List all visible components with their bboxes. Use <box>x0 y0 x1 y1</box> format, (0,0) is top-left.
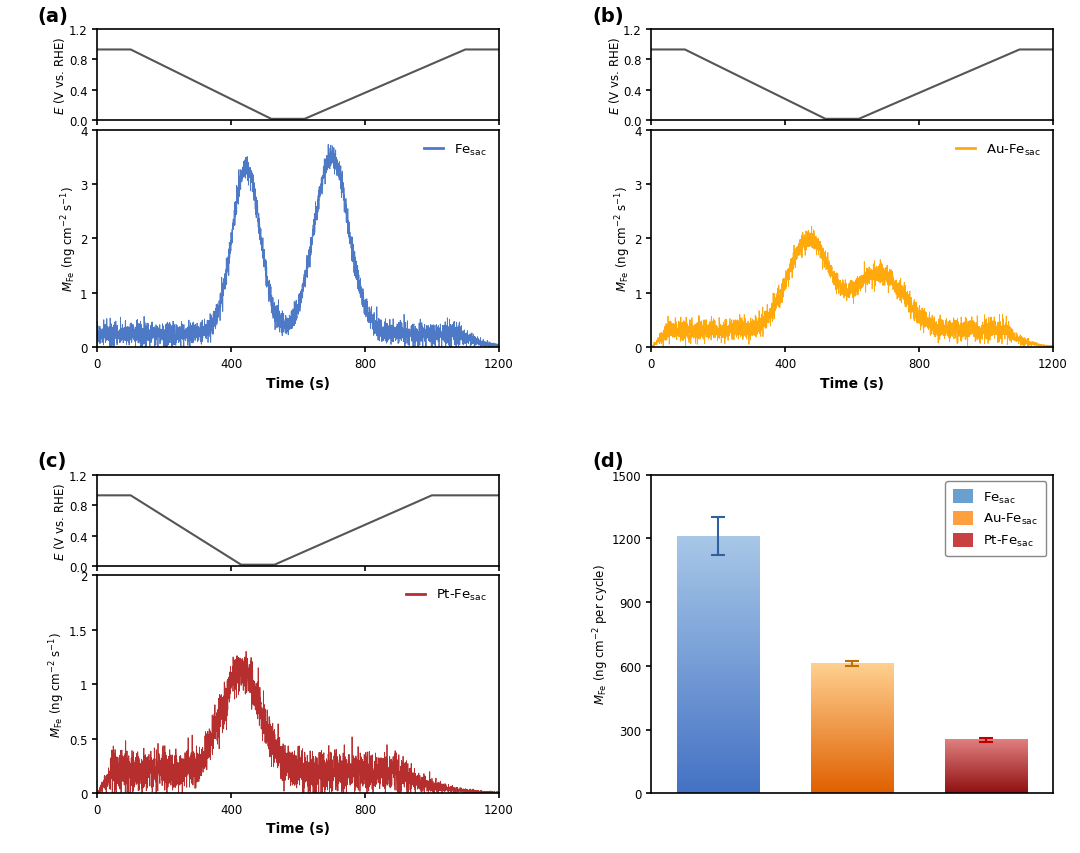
Y-axis label: $E$ (V vs. RHE): $E$ (V vs. RHE) <box>52 482 67 560</box>
Legend: Pt-Fe$_{\rm sac}$: Pt-Fe$_{\rm sac}$ <box>401 583 492 608</box>
Text: (d): (d) <box>592 452 623 471</box>
Y-axis label: $E$ (V vs. RHE): $E$ (V vs. RHE) <box>607 37 622 114</box>
Bar <box>811 664 894 793</box>
Legend: Fe$_{\rm sac}$: Fe$_{\rm sac}$ <box>418 137 492 163</box>
Y-axis label: $M_{\rm Fe}$ (ng cm$^{-2}$ s$^{-1}$): $M_{\rm Fe}$ (ng cm$^{-2}$ s$^{-1}$) <box>48 632 67 737</box>
Y-axis label: $M_{\rm Fe}$ (ng cm$^{-2}$ per cycle): $M_{\rm Fe}$ (ng cm$^{-2}$ per cycle) <box>591 564 610 705</box>
X-axis label: Time (s): Time (s) <box>266 376 330 390</box>
Y-axis label: $M_{\rm Fe}$ (ng cm$^{-2}$ s$^{-1}$): $M_{\rm Fe}$ (ng cm$^{-2}$ s$^{-1}$) <box>59 186 79 292</box>
X-axis label: Time (s): Time (s) <box>820 376 885 390</box>
Y-axis label: $E$ (V vs. RHE): $E$ (V vs. RHE) <box>52 37 67 114</box>
Y-axis label: $M_{\rm Fe}$ (ng cm$^{-2}$ s$^{-1}$): $M_{\rm Fe}$ (ng cm$^{-2}$ s$^{-1}$) <box>613 186 633 292</box>
Legend: Fe$_{\rm sac}$, Au-Fe$_{\rm sac}$, Pt-Fe$_{\rm sac}$: Fe$_{\rm sac}$, Au-Fe$_{\rm sac}$, Pt-Fe… <box>945 482 1047 557</box>
X-axis label: Time (s): Time (s) <box>266 821 330 836</box>
Text: (a): (a) <box>38 7 69 26</box>
Text: (c): (c) <box>38 452 67 471</box>
Legend: Au-Fe$_{\rm sac}$: Au-Fe$_{\rm sac}$ <box>950 137 1047 163</box>
Bar <box>945 740 1027 793</box>
Bar <box>677 537 760 793</box>
Text: (b): (b) <box>592 7 623 26</box>
